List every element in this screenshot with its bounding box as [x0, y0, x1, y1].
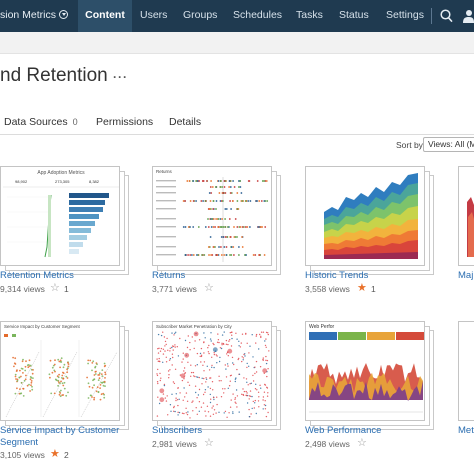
subscribers-thumbnail: Subscriber Market Penetration by City	[156, 324, 270, 419]
nav-divider	[431, 8, 432, 24]
nav-tab-content[interactable]: Content	[78, 0, 132, 32]
view-name-link[interactable]: Retention Metrics	[0, 270, 74, 281]
tab-data-sources-count: 0	[72, 117, 78, 127]
view-card-web-performance[interactable]: Web Perfor	[305, 321, 434, 430]
more-actions-button[interactable]: ···	[113, 70, 128, 84]
favorite-count: 2	[64, 450, 69, 460]
web-performance-thumbnail: Web Perfor	[309, 324, 424, 413]
nav-tab-tasks[interactable]: Tasks	[296, 9, 323, 21]
star-icon[interactable]: ☆	[50, 282, 60, 294]
sort-label: Sort by	[396, 140, 423, 150]
star-icon[interactable]: ☆	[204, 437, 214, 449]
view-count: 9,314 views	[0, 284, 45, 294]
tab-details[interactable]: Details	[169, 116, 202, 128]
service-impact-thumbnail: Service Impact by Customer Segment	[4, 324, 118, 418]
tab-data-sources[interactable]: Data Sources 0	[4, 116, 78, 128]
view-count: 3,558 views	[305, 284, 350, 294]
returns-thumbnail: Returns	[156, 169, 269, 262]
star-filled-icon[interactable]: ★	[50, 448, 60, 460]
thumb-title: Returns	[156, 169, 173, 174]
chevron-down-icon	[59, 10, 69, 19]
sort-select[interactable]: Views: All (Mo	[423, 137, 474, 152]
view-name-link-line2[interactable]: Segment	[0, 437, 39, 448]
view-name-link[interactable]: Met	[458, 425, 474, 436]
view-name-link-line1[interactable]: Service Impact by Customer	[0, 425, 120, 436]
view-card-historic-trends[interactable]	[305, 166, 434, 275]
view-thumbnail[interactable]: Web Perfor	[305, 321, 425, 421]
view-count: 3,105 views	[0, 450, 45, 460]
nav-tab-users[interactable]: Users	[140, 9, 168, 21]
star-filled-icon[interactable]: ★	[357, 282, 367, 294]
view-card-partial[interactable]	[458, 166, 474, 266]
view-count: 3,771 views	[152, 284, 197, 294]
star-icon[interactable]: ☆	[357, 437, 367, 449]
thumb-title: Subscriber Market Penetration by City	[156, 324, 233, 329]
top-navigation-bar: sion Metrics Content Users Groups Schedu…	[0, 0, 474, 32]
view-thumbnail[interactable]: Returns	[152, 166, 272, 266]
view-thumbnail[interactable]	[458, 166, 474, 266]
tab-permissions[interactable]: Permissions	[96, 116, 154, 128]
thumb-stat: 8,382	[89, 179, 100, 184]
view-card-service-impact[interactable]: Service Impact by Customer Segment	[0, 321, 129, 430]
view-thumbnail[interactable]	[305, 166, 425, 266]
partial-thumbnail	[467, 197, 474, 257]
tabs-divider	[0, 134, 474, 135]
view-name-link[interactable]: Historic Trends	[305, 270, 369, 281]
user-icon[interactable]	[462, 9, 474, 23]
nav-tab-schedules[interactable]: Schedules	[233, 9, 283, 21]
thumb-title: Service Impact by Customer Segment	[4, 324, 81, 329]
thumb-title: App Adoption Metrics	[37, 170, 85, 176]
view-card-returns[interactable]: Returns	[152, 166, 281, 275]
view-card-subscribers[interactable]: Subscriber Market Penetration by City	[152, 321, 281, 430]
site-name: sion Metrics	[0, 9, 57, 21]
thumb-stat: 273,305	[55, 179, 70, 184]
view-name-link[interactable]: Subscribers	[152, 425, 203, 436]
view-name-link[interactable]: Returns	[152, 270, 186, 281]
thumb-stat: 98,902	[15, 179, 28, 184]
app-adoption-thumbnail: App Adoption Metrics 98,902 273,305 8,38…	[3, 170, 119, 258]
view-card-retention-metrics[interactable]: App Adoption Metrics 98,902 273,305 8,38…	[0, 166, 129, 275]
workbook-title: nd Retention	[0, 65, 108, 86]
favorite-count: 1	[371, 284, 376, 294]
breadcrumb-bar	[0, 32, 474, 54]
view-card-partial-2[interactable]	[458, 321, 474, 421]
tab-data-sources-label: Data Sources	[4, 116, 68, 128]
nav-tab-settings[interactable]: Settings	[386, 9, 424, 21]
search-icon[interactable]	[440, 9, 453, 23]
view-name-link[interactable]: Maj	[458, 270, 474, 281]
view-thumbnail[interactable]: App Adoption Metrics 98,902 273,305 8,38…	[0, 166, 120, 266]
site-switcher[interactable]: sion Metrics	[0, 9, 69, 21]
historic-trends-thumbnail	[324, 173, 418, 259]
nav-tab-status[interactable]: Status	[339, 9, 369, 21]
favorite-count: 1	[64, 284, 69, 294]
thumb-title: Web Perfor	[309, 324, 335, 330]
view-thumbnail[interactable]: Subscriber Market Penetration by City	[152, 321, 272, 421]
view-count: 2,498 views	[305, 439, 350, 449]
star-icon[interactable]: ☆	[204, 282, 214, 294]
view-thumbnail[interactable]	[458, 321, 474, 421]
view-count: 2,981 views	[152, 439, 197, 449]
nav-tab-groups[interactable]: Groups	[183, 9, 218, 21]
view-name-link[interactable]: Web Performance	[305, 425, 382, 436]
view-thumbnail[interactable]: Service Impact by Customer Segment	[0, 321, 120, 421]
